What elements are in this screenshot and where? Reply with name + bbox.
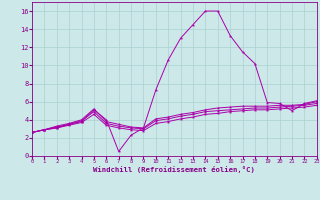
X-axis label: Windchill (Refroidissement éolien,°C): Windchill (Refroidissement éolien,°C) (93, 166, 255, 173)
